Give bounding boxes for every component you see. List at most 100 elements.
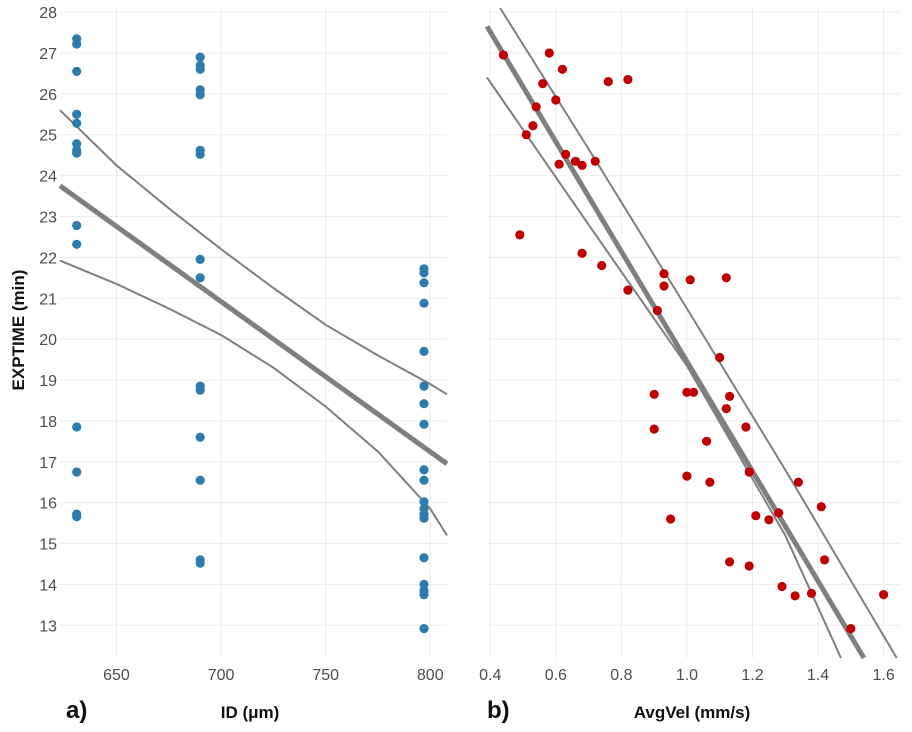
data-point xyxy=(72,467,82,477)
data-point xyxy=(72,139,82,149)
y-tick-label: 14 xyxy=(39,577,57,594)
data-point xyxy=(419,475,429,485)
data-point xyxy=(879,590,889,600)
data-point xyxy=(528,121,538,131)
panel-b-label: b) xyxy=(487,697,510,724)
data-point xyxy=(195,432,205,442)
data-point xyxy=(806,588,817,599)
x-tick-label: 0.6 xyxy=(545,667,567,684)
data-point xyxy=(702,436,712,446)
panel-b-x-ticks: 0.4 0.6 0.8 1.0 1.2 1.4 1.6 xyxy=(479,667,895,684)
data-point xyxy=(419,268,429,278)
data-point xyxy=(195,273,205,283)
y-tick-label: 19 xyxy=(39,373,57,390)
data-point xyxy=(603,77,613,87)
data-point xyxy=(820,555,830,565)
y-tick-label: 25 xyxy=(39,128,57,145)
data-point xyxy=(623,285,633,295)
panel-b-x-axis-title: AvgVel (mm/s) xyxy=(634,703,751,722)
y-tick-label: 17 xyxy=(39,455,57,472)
data-point xyxy=(195,475,205,485)
y-tick-label: 28 xyxy=(39,5,57,22)
panel-a-points xyxy=(72,34,429,634)
data-point xyxy=(793,477,804,487)
data-point xyxy=(521,130,531,140)
data-point xyxy=(515,230,525,240)
y-tick-label: 21 xyxy=(39,291,57,308)
data-point xyxy=(419,419,429,429)
data-point xyxy=(649,424,659,434)
panel-b-gridlines xyxy=(487,8,900,658)
data-point xyxy=(419,346,429,356)
y-tick-label: 27 xyxy=(39,46,57,63)
y-tick-label: 15 xyxy=(39,537,57,554)
data-point xyxy=(419,278,429,288)
x-tick-label: 700 xyxy=(208,667,235,684)
data-point xyxy=(688,387,699,397)
data-point xyxy=(419,399,429,409)
data-point xyxy=(590,156,600,166)
data-point xyxy=(666,514,676,524)
data-point xyxy=(72,148,82,158)
data-point xyxy=(725,557,735,567)
data-point xyxy=(419,298,429,308)
y-tick-label: 16 xyxy=(39,496,57,513)
regression-line xyxy=(58,183,449,466)
data-point xyxy=(741,422,751,432)
data-point xyxy=(685,275,695,285)
regression-line xyxy=(484,25,867,660)
y-tick-label: 26 xyxy=(39,87,57,104)
data-point xyxy=(531,102,541,112)
data-point xyxy=(597,260,607,271)
data-point xyxy=(623,74,633,85)
data-point xyxy=(419,624,429,634)
data-point xyxy=(577,248,587,258)
data-point xyxy=(570,156,581,166)
data-point xyxy=(744,561,754,571)
x-tick-label: 1.4 xyxy=(807,667,829,684)
data-point xyxy=(652,305,663,316)
data-point xyxy=(72,239,82,249)
data-point xyxy=(195,558,205,568)
data-point xyxy=(682,387,692,397)
data-point xyxy=(551,95,561,105)
x-tick-label: 1.6 xyxy=(872,667,894,684)
data-point xyxy=(419,590,429,600)
data-point xyxy=(72,511,82,522)
data-point xyxy=(72,109,82,119)
data-point xyxy=(659,269,669,279)
data-point xyxy=(419,381,429,391)
panel-b-fit-line xyxy=(484,25,867,660)
x-tick-label: 1.0 xyxy=(676,667,698,684)
data-point xyxy=(419,497,429,507)
data-point xyxy=(72,66,82,76)
data-point xyxy=(195,52,205,62)
y-tick-label: 23 xyxy=(39,209,57,226)
data-point xyxy=(577,160,587,170)
data-point xyxy=(649,389,659,399)
data-point xyxy=(195,90,205,100)
panel-a-y-ticks: 13 14 15 16 17 18 19 20 21 22 23 24 25 26 27 28 xyxy=(39,5,57,635)
x-tick-label: 0.4 xyxy=(479,667,501,684)
data-point xyxy=(764,515,774,525)
panel-a-label: a) xyxy=(66,697,87,724)
data-point xyxy=(72,118,82,128)
data-point xyxy=(725,391,735,401)
y-tick-label: 24 xyxy=(39,169,57,186)
data-point xyxy=(659,281,669,291)
data-point xyxy=(774,508,784,518)
panel-a-x-ticks: 650 700 750 800 xyxy=(103,667,444,684)
panel-b-confidence-band xyxy=(486,7,898,659)
data-point xyxy=(195,254,205,264)
panel-a: 650 700 750 800 13 14 15 16 17 18 19 20 21 22 23 24 25 2… xyxy=(9,5,449,724)
data-point xyxy=(790,591,800,601)
panel-a-gridlines xyxy=(60,8,447,658)
x-tick-label: 1.2 xyxy=(741,667,763,684)
panel-b: 0.4 0.6 0.8 1.0 1.2 1.4 1.6 AvgVel (mm/s) b) xyxy=(479,7,900,724)
data-point xyxy=(682,471,692,481)
data-point xyxy=(195,385,205,395)
ci-lower-curve xyxy=(486,76,842,659)
panel-b-points xyxy=(498,48,889,634)
data-point xyxy=(544,48,554,58)
